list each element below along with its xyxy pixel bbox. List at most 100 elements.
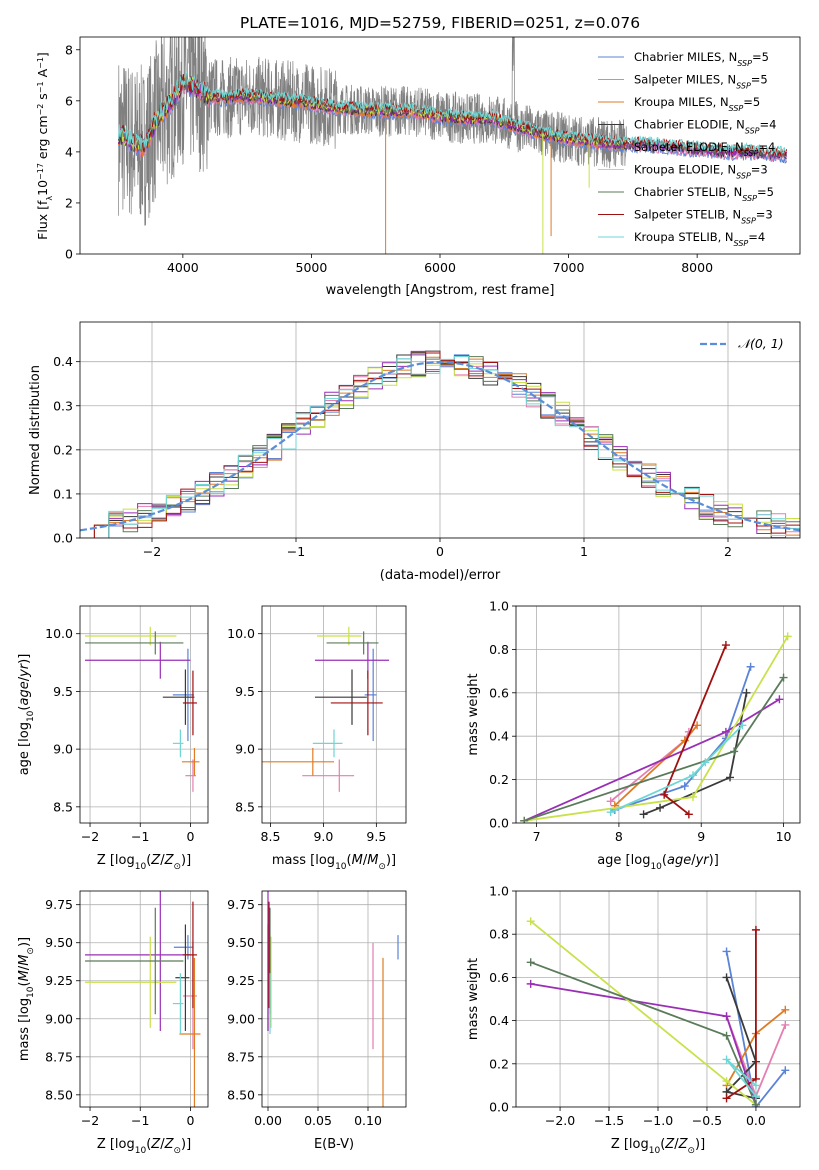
y-tick-label: 9.75 <box>45 897 73 912</box>
mass-weight-point <box>746 662 755 671</box>
y-tick-label: 0.8 <box>489 642 509 657</box>
axes-frame <box>515 605 801 824</box>
x-tick-label: 8 <box>615 829 623 844</box>
y-axis-label: mass weight <box>466 958 481 1040</box>
panel-mass_weight_vs_age: 7 8 9 10 0.0 0.2 0.4 0.6 0.8 1.0 age [log10(age/yr… <box>466 599 801 872</box>
axes-frame <box>79 605 209 824</box>
y-tick-label: 9.00 <box>227 1011 255 1026</box>
figure-title: PLATE=1016, MJD=52759, FIBERID=0251, z=0… <box>240 14 640 32</box>
x-tick-label: 8000 <box>681 260 713 275</box>
mass-weight-point <box>730 747 739 756</box>
x-axis-label: E(B-V) <box>314 1137 354 1152</box>
y-tick-label: 10.0 <box>45 626 73 641</box>
axes-frame <box>515 890 801 1108</box>
panel-mass_vs_mass: 8.5 9.0 9.5 8.5 9.0 9.5 10.0 mass [log10(M/M⊙)] <box>227 605 407 872</box>
mass-weight-point <box>783 632 792 641</box>
y-tick-label: 9.5 <box>235 684 255 699</box>
axes-frame <box>79 36 801 255</box>
mass-weight-point <box>722 973 731 982</box>
x-tick-label: −1.0 <box>643 1113 673 1128</box>
y-tick-label: 0.1 <box>53 486 73 501</box>
mass-weight-point <box>688 771 697 780</box>
model-line-kroupa_stelib <box>118 71 787 157</box>
plot-area-residual_histogram <box>80 322 800 538</box>
legend-entry-text: Kroupa ELODIE, NSSP=3 <box>634 163 768 181</box>
legend-entry-text: Chabrier MILES, NSSP=5 <box>634 50 769 68</box>
mass-weight-line-kroupa_elodie <box>530 920 757 1106</box>
panel-mass_vs_Z: −2 −1 0 8.50 8.75 9.00 9.25 9.50 9.75 Z [log10(Z/… <box>17 890 209 1156</box>
axes-frame <box>261 605 407 824</box>
y-tick-label: 8.50 <box>45 1087 73 1102</box>
axes-frame <box>261 890 407 1108</box>
x-tick-label: 7000 <box>553 260 585 275</box>
x-axis-label: wavelength [Angstrom, rest frame] <box>326 283 555 298</box>
x-tick-label: 0.05 <box>304 1113 332 1128</box>
y-tick-label: 0.0 <box>53 531 73 546</box>
y-tick-label: 0.4 <box>53 354 73 369</box>
x-tick-label: 7 <box>533 829 541 844</box>
y-tick-label: 1.0 <box>489 884 509 899</box>
y-tick-label: 10.0 <box>227 626 255 641</box>
legend-entry-text: Salpeter STELIB, NSSP=3 <box>634 208 773 226</box>
y-tick-label: 9.25 <box>45 973 73 988</box>
plot-area-mass_vs_EBV <box>262 891 406 1107</box>
mass-weight-point <box>751 1081 760 1090</box>
mass-weight-point <box>526 958 535 967</box>
mass-weight-point <box>722 1055 731 1064</box>
y-tick-label: 0 <box>65 247 73 262</box>
x-tick-label: 0.0 <box>746 1113 766 1128</box>
axes-frame <box>79 321 801 539</box>
mass-weight-point <box>751 925 760 934</box>
y-tick-label: 0.3 <box>53 398 73 413</box>
y-tick-label: 8 <box>65 42 73 57</box>
y-tick-label: 9.5 <box>53 684 73 699</box>
axes-frame <box>79 890 209 1108</box>
y-axis-label: Flux [fλ10−17 erg cm−2 s−1 A−1] <box>35 52 54 240</box>
mass-weight-point <box>680 782 689 791</box>
mass-weight-point <box>721 727 730 736</box>
legend-entry-text: 𝒩(0, 1) <box>738 336 784 351</box>
x-tick-label: 4000 <box>167 260 199 275</box>
mass-weight-line-chabrier_elodie <box>643 692 748 816</box>
x-tick-label: −2 <box>81 829 99 844</box>
y-tick-label: 9.0 <box>235 742 255 757</box>
x-tick-label: 0.10 <box>354 1113 382 1128</box>
mass-weight-line-kroupa_elodie <box>524 635 789 822</box>
legend-entry-text: Chabrier ELODIE, NSSP=4 <box>634 118 776 136</box>
mass-weight-point <box>606 797 615 806</box>
y-tick-label: 0.2 <box>53 442 73 457</box>
y-tick-label: 0.0 <box>489 1100 509 1115</box>
mass-weight-point <box>781 1005 790 1014</box>
y-tick-label: 0.6 <box>489 685 509 700</box>
legend-entry-text: Kroupa STELIB, NSSP=4 <box>634 230 765 248</box>
panel-spectrum: 4000 5000 6000 7000 8000 0 2 4 6 8 Chabrier MILES,… <box>35 36 801 298</box>
mass-weight-point <box>722 1012 731 1021</box>
mass-weight-point <box>722 1094 731 1103</box>
x-tick-label: 0 <box>186 829 194 844</box>
plot-area-mass_vs_Z <box>80 891 208 1107</box>
x-tick-label: 9.0 <box>313 829 333 844</box>
mass-weight-point <box>722 1031 731 1040</box>
y-tick-label: 9.50 <box>227 935 255 950</box>
y-tick-label: 8.75 <box>227 1049 255 1064</box>
y-axis-label: mass weight <box>466 673 481 755</box>
normal-curve <box>80 360 800 532</box>
x-tick-label: 9 <box>697 829 705 844</box>
mass-weight-point <box>779 673 788 682</box>
mass-weight-point <box>738 721 747 730</box>
mass-weight-line-chabrier_stelib <box>530 961 757 1106</box>
panel-mass_weight_vs_Z: −2.0 −1.5 −1.0 −0.5 0.0 0.0 0.2 0.4 0.6 0.8 1.0 Z [… <box>466 884 801 1156</box>
x-axis-label: mass [log10(M/M⊙)] <box>272 853 396 872</box>
x-tick-label: 10 <box>776 829 792 844</box>
mass-weight-point <box>660 790 669 799</box>
mass-weight-point <box>606 808 615 817</box>
x-tick-label: 0 <box>436 544 444 559</box>
y-tick-label: 8.50 <box>227 1087 255 1102</box>
y-tick-label: 4 <box>65 144 73 159</box>
y-tick-label: 9.00 <box>45 1011 73 1026</box>
x-axis-label: (data-model)/error <box>380 568 501 583</box>
x-axis-label: age [log10(age/yr)] <box>597 853 719 872</box>
mass-weight-point <box>656 803 665 812</box>
y-tick-label: 8.5 <box>235 799 255 814</box>
